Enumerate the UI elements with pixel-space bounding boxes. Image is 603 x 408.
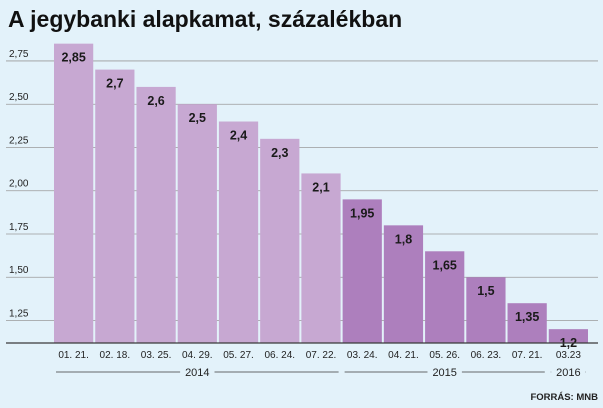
bar <box>425 251 465 343</box>
x-tick-label: 04. 21. <box>388 350 419 361</box>
bar-value-label: 2,7 <box>106 77 123 91</box>
year-label: 2016 <box>556 367 580 379</box>
bar <box>95 69 135 343</box>
y-tick-label: 2,75 <box>9 49 29 60</box>
year-label-backdrop <box>180 366 215 378</box>
axes: 1,25 1,50 1,75 2,00 2,25 2,50 2,75 01. 21. 02. 1… <box>6 49 598 379</box>
y-tick-label: 2,00 <box>9 179 29 190</box>
year-label-backdrop <box>427 366 462 378</box>
x-tick-label: 02. 18. <box>100 350 131 361</box>
bar-value-label: 1,95 <box>350 206 374 220</box>
x-tick-label: 03.23 <box>556 350 581 361</box>
bar <box>383 225 424 343</box>
bar <box>342 199 382 343</box>
bar <box>466 277 506 343</box>
bar <box>260 138 300 343</box>
bars: 2,85 2,7 2,6 2,5 2,4 2,3 2,1 1,95 1,8 1,65 1,5 1,35… <box>54 43 588 350</box>
bar-value-label: 1,65 <box>433 258 457 272</box>
bar-value-label: 2,5 <box>189 111 206 125</box>
bar-value-label: 2,4 <box>230 129 247 143</box>
bar-value-label: 2,1 <box>312 180 329 194</box>
bar <box>136 86 176 344</box>
source-note: FORRÁS: MNB <box>530 392 598 403</box>
y-tick-label: 1,25 <box>9 309 29 320</box>
x-tick-label: 07. 22. <box>306 350 337 361</box>
x-tick-label: 05. 26. <box>429 350 460 361</box>
x-tick-label: 01. 21. <box>58 350 89 361</box>
x-tick-label: 05. 27. <box>223 350 254 361</box>
bar <box>177 104 217 343</box>
year-label: 2014 <box>185 367 209 379</box>
bar <box>218 121 259 344</box>
y-tick-label: 1,50 <box>9 265 29 276</box>
bar-value-label: 2,6 <box>147 94 164 108</box>
bar <box>548 329 588 343</box>
bar <box>301 173 341 343</box>
x-tick-label: 06. 23. <box>471 350 502 361</box>
bar <box>54 43 94 344</box>
bar-value-label: 2,3 <box>271 146 288 160</box>
x-tick-label: 03. 25. <box>141 350 172 361</box>
year-label: 2015 <box>432 367 456 379</box>
x-tick-label: 03. 24. <box>347 350 378 361</box>
y-tick-label: 2,50 <box>9 92 29 103</box>
y-tick-label: 1,75 <box>9 222 29 233</box>
y-tick-label: 2,25 <box>9 135 29 146</box>
bar <box>507 303 547 343</box>
x-tick-label: 06. 24. <box>264 350 295 361</box>
bar-value-label: 1,5 <box>477 284 494 298</box>
x-tick-label: 07. 21. <box>512 350 543 361</box>
bar-value-label: 2,85 <box>61 51 85 65</box>
chart-title: A jegybanki alapkamat, százalékban <box>8 6 402 32</box>
year-label-backdrop <box>551 366 586 378</box>
bar-value-label: 1,8 <box>395 232 412 246</box>
x-tick-label: 04. 29. <box>182 350 213 361</box>
bar-value-label: 1,35 <box>515 310 539 324</box>
